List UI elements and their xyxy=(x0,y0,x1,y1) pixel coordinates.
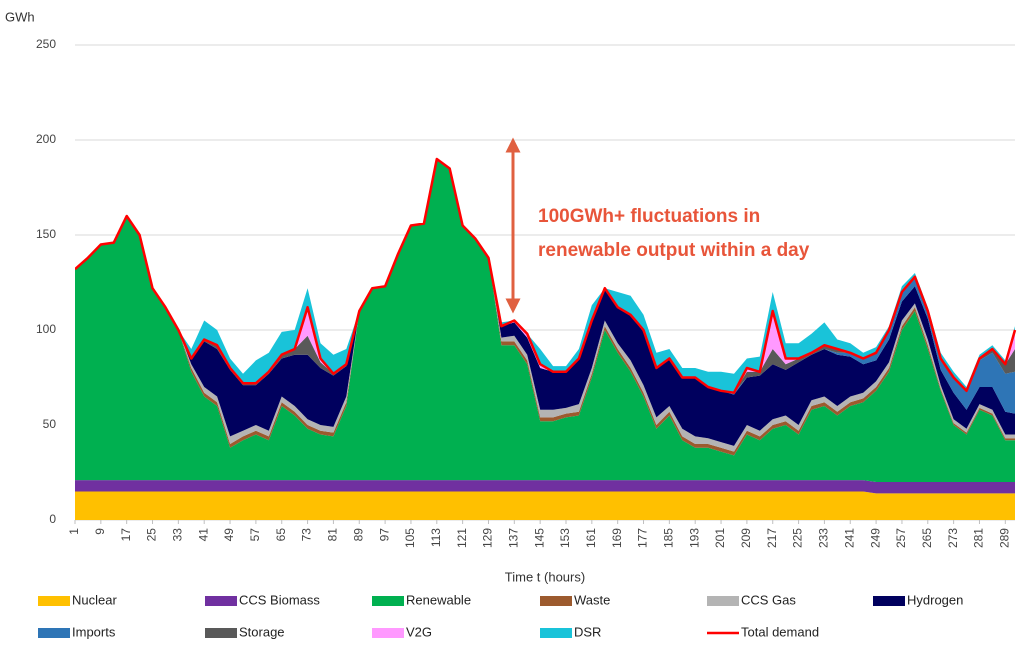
y-tick-label: 250 xyxy=(36,37,56,51)
legend-swatch xyxy=(372,596,404,606)
x-tick-label: 89 xyxy=(351,528,365,542)
area-band xyxy=(75,159,1015,482)
legend-label: Imports xyxy=(72,624,116,639)
x-tick-label: 73 xyxy=(300,528,314,542)
x-tick-label: 145 xyxy=(532,528,546,548)
x-tick-label: 1 xyxy=(67,528,81,535)
legend-label: Total demand xyxy=(741,624,819,639)
y-axis-label: GWh xyxy=(5,9,35,24)
x-tick-label: 225 xyxy=(791,528,805,548)
axes: 0 50 100 150 200 250 1 9 17 25 33 41 49 57 65 73 81 89 97 1… xyxy=(36,37,1012,548)
plot-area xyxy=(75,157,1017,520)
x-tick-label: 97 xyxy=(377,528,391,542)
x-tick-label: 25 xyxy=(145,528,159,542)
x-tick-label: 17 xyxy=(119,528,133,542)
legend-label: V2G xyxy=(406,624,432,639)
x-tick-label: 273 xyxy=(946,528,960,548)
legend: Nuclear CCS Biomass Renewable Waste CCS Gas H… xyxy=(38,592,963,639)
area-band xyxy=(75,480,1015,494)
y-tick-label: 150 xyxy=(36,227,56,241)
x-tick-label: 217 xyxy=(765,528,779,548)
x-tick-label: 209 xyxy=(739,528,753,548)
x-tick-label: 233 xyxy=(817,528,831,548)
x-tick-label: 121 xyxy=(455,528,469,548)
annotation-line: renewable output within a day xyxy=(538,240,810,261)
legend-label: Waste xyxy=(574,592,610,607)
x-tick-label: 137 xyxy=(506,528,520,548)
legend-swatch xyxy=(873,596,905,606)
legend-swatch xyxy=(205,596,237,606)
x-tick-label: 49 xyxy=(222,528,236,542)
x-tick-label: 193 xyxy=(687,528,701,548)
area-band xyxy=(75,159,1015,446)
x-tick-label: 169 xyxy=(610,528,624,548)
y-tick-label: 0 xyxy=(49,512,56,526)
legend-label: Hydrogen xyxy=(907,592,963,607)
area-band xyxy=(75,159,1015,393)
x-tick-label: 249 xyxy=(868,528,882,548)
x-tick-label: 9 xyxy=(93,528,107,535)
area-band xyxy=(75,491,1015,520)
legend-swatch xyxy=(38,628,70,638)
legend-swatch xyxy=(540,628,572,638)
x-tick-label: 161 xyxy=(584,528,598,548)
x-tick-label: 289 xyxy=(997,528,1011,548)
x-tick-label: 105 xyxy=(403,528,417,548)
x-axis-label: Time t (hours) xyxy=(505,569,585,584)
y-tick-label: 50 xyxy=(43,417,57,431)
x-tick-label: 81 xyxy=(326,528,340,542)
legend-label: DSR xyxy=(574,624,601,639)
legend-swatch xyxy=(38,596,70,606)
x-tick-label: 177 xyxy=(636,528,650,548)
legend-label: Renewable xyxy=(406,592,471,607)
x-tick-label: 41 xyxy=(196,528,210,542)
legend-label: Nuclear xyxy=(72,592,117,607)
legend-label: Storage xyxy=(239,624,285,639)
x-tick-label: 185 xyxy=(662,528,676,548)
x-tick-label: 153 xyxy=(558,528,572,548)
y-tick-label: 200 xyxy=(36,132,56,146)
legend-swatch xyxy=(372,628,404,638)
total-demand-line xyxy=(75,157,1017,394)
x-tick-label: 65 xyxy=(274,528,288,542)
x-tick-label: 113 xyxy=(429,528,443,547)
x-tick-label: 129 xyxy=(481,528,495,548)
x-tick-label: 33 xyxy=(171,528,185,542)
annotation-line: 100GWh+ fluctuations in xyxy=(538,206,760,227)
x-tick-label: 257 xyxy=(894,528,908,548)
x-tick-label: 281 xyxy=(972,528,986,548)
x-tick-label: 201 xyxy=(713,528,727,548)
x-tick-label: 265 xyxy=(920,528,934,548)
legend-swatch xyxy=(707,596,739,606)
legend-label: CCS Gas xyxy=(741,592,796,607)
legend-swatch xyxy=(205,628,237,638)
legend-swatch xyxy=(540,596,572,606)
y-tick-label: 100 xyxy=(36,322,56,336)
legend-label: CCS Biomass xyxy=(239,592,320,607)
x-tick-label: 241 xyxy=(842,528,856,548)
x-tick-label: 57 xyxy=(248,528,262,542)
